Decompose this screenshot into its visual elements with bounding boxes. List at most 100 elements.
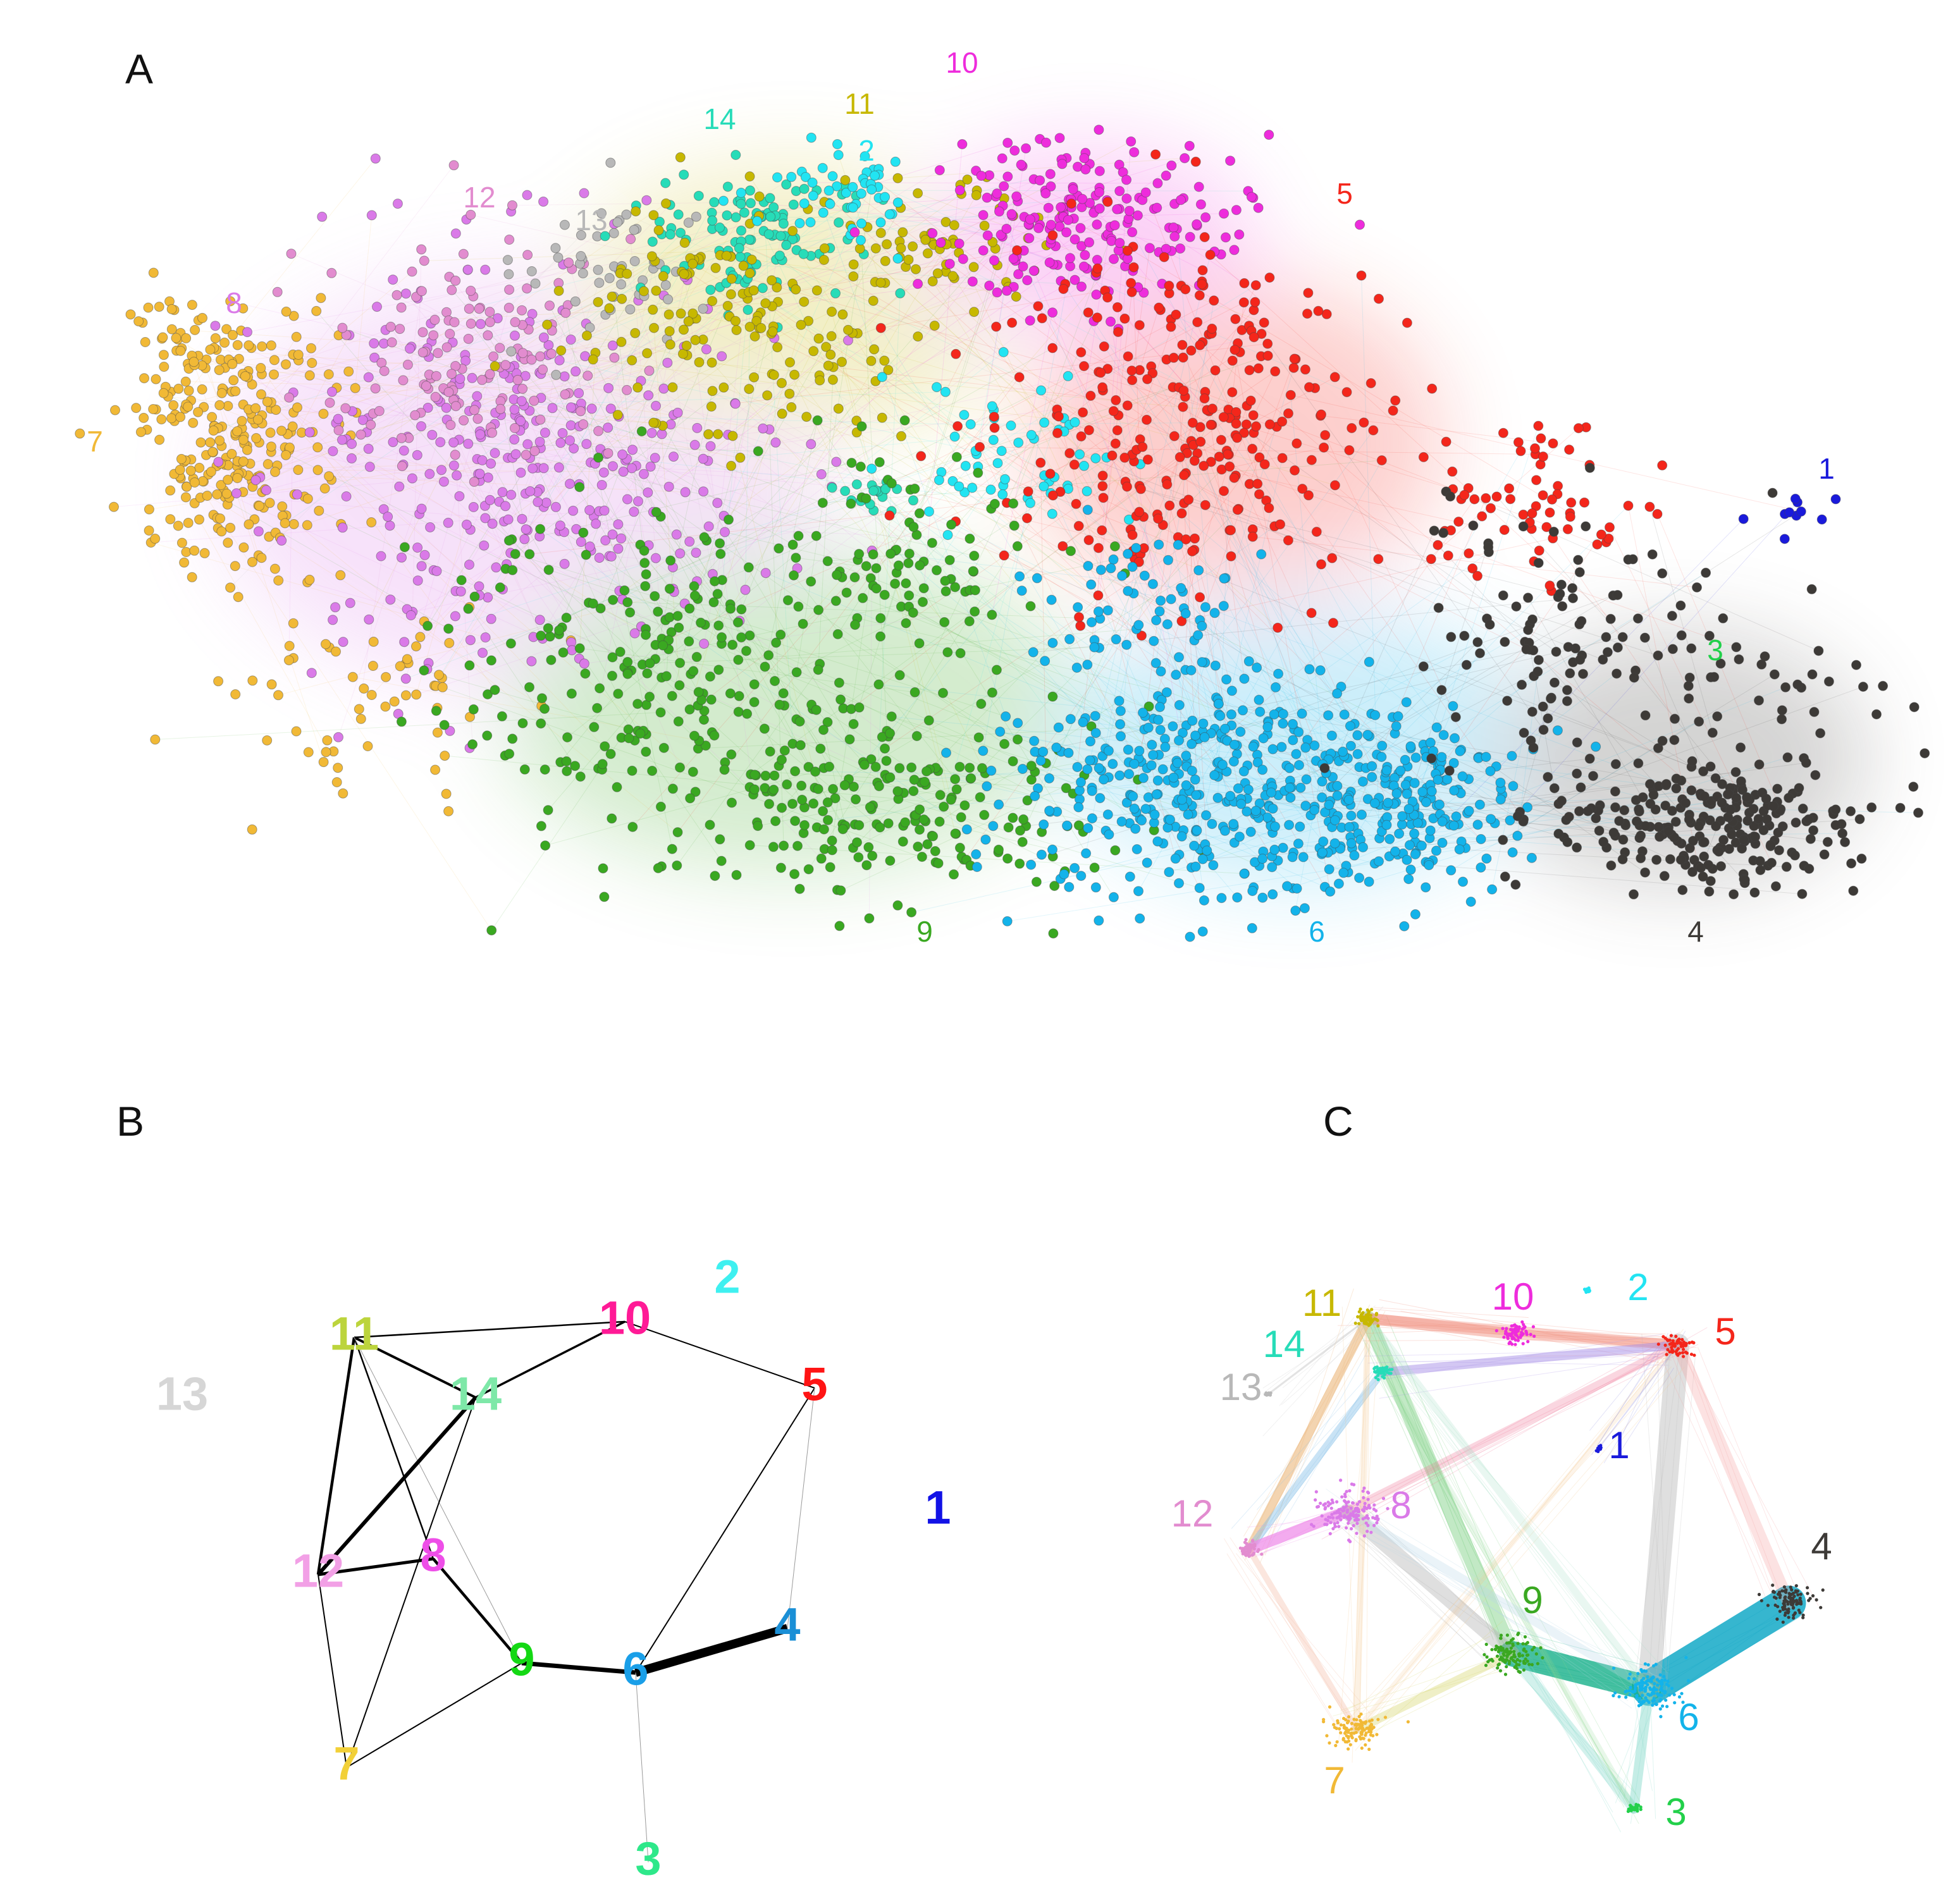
- network-node-cluster-14: [880, 484, 891, 494]
- network-node-cluster-11: [556, 345, 567, 356]
- network-node-cluster-10: [913, 278, 923, 289]
- network-edge: [749, 264, 1066, 285]
- network-node-cluster-4: [1429, 525, 1439, 536]
- network-node-cluster-9: [672, 860, 682, 871]
- network-node-cluster-12: [500, 360, 511, 371]
- network-node-cluster-6: [1134, 746, 1145, 756]
- network-node-cluster-7: [256, 553, 267, 563]
- network-node-cluster-12: [495, 343, 505, 353]
- network-node-cluster-8: [712, 498, 723, 508]
- network-node-cluster-10: [1002, 137, 1013, 148]
- network-node-cluster-13: [616, 279, 627, 290]
- panel-b-label-cluster-2: 2: [714, 1251, 740, 1303]
- network-node-cluster-7: [302, 493, 313, 504]
- network-edge: [526, 314, 606, 455]
- network-edge: [763, 202, 793, 744]
- network-node-cluster-7: [182, 481, 192, 492]
- network-node-cluster-9: [897, 836, 908, 847]
- network-node-cluster-12: [546, 348, 557, 359]
- network-edge: [1209, 411, 1460, 752]
- c-node-point: [1808, 1597, 1812, 1600]
- network-node-cluster-7: [197, 384, 207, 395]
- network-node-cluster-13: [577, 268, 588, 279]
- network-node-cluster-7: [176, 537, 187, 548]
- network-node-cluster-6: [1166, 594, 1176, 605]
- network-node-cluster-8: [698, 486, 709, 497]
- network-node-cluster-8: [806, 439, 817, 450]
- network-node-cluster-9: [519, 764, 530, 775]
- network-node-cluster-4: [1837, 828, 1848, 838]
- network-node-cluster-8: [633, 496, 643, 507]
- network-node-cluster-10: [1168, 222, 1179, 233]
- network-node-cluster-14: [679, 169, 689, 180]
- network-node-cluster-8: [816, 469, 827, 479]
- network-node-cluster-6: [1437, 837, 1448, 848]
- network-node-cluster-9: [744, 840, 755, 851]
- network-node-cluster-9: [811, 531, 822, 541]
- network-node-cluster-7: [303, 747, 314, 758]
- network-edge: [765, 303, 1109, 611]
- network-node-cluster-11: [799, 297, 810, 307]
- c-node-point: [1627, 1689, 1631, 1693]
- c-node-point: [1778, 1592, 1782, 1597]
- network-node-cluster-7: [281, 450, 292, 460]
- network-node-cluster-4: [1502, 696, 1513, 706]
- network-node-cluster-6: [978, 746, 989, 756]
- network-node-cluster-5: [1210, 365, 1221, 376]
- network-node-cluster-8: [366, 210, 377, 221]
- network-edge: [562, 433, 1022, 591]
- network-node-cluster-14: [730, 212, 741, 223]
- network-node-cluster-4: [1548, 526, 1559, 537]
- network-node-cluster-7: [266, 441, 276, 452]
- network-edge: [558, 260, 700, 630]
- network-node-cluster-9: [813, 665, 823, 675]
- network-node-cluster-6: [1293, 838, 1304, 849]
- network-node-cluster-6: [1400, 780, 1411, 790]
- network-node-cluster-9: [734, 691, 744, 701]
- network-node-cluster-9: [399, 542, 410, 553]
- network-node-cluster-8: [608, 461, 618, 472]
- network-node-cluster-9: [443, 623, 454, 634]
- network-node-cluster-9: [854, 549, 865, 559]
- network-node-cluster-4: [1819, 849, 1830, 860]
- network-node-cluster-7: [202, 491, 213, 501]
- network-node-cluster-2: [1006, 421, 1016, 431]
- network-node-cluster-8: [720, 527, 730, 537]
- network-node-cluster-5: [1244, 365, 1255, 376]
- network-node-cluster-7: [238, 456, 249, 467]
- network-node-cluster-9: [815, 744, 826, 754]
- network-node-cluster-12: [430, 391, 441, 402]
- network-edge: [260, 364, 506, 478]
- panel-a-label-cluster-1: 1: [1818, 452, 1835, 485]
- network-node-cluster-6: [1213, 699, 1224, 709]
- network-node-cluster-12: [340, 403, 351, 414]
- network-node-cluster-6: [1269, 709, 1279, 720]
- network-node-cluster-11: [738, 261, 749, 271]
- network-node-cluster-6: [1395, 765, 1406, 776]
- network-node-cluster-10: [1253, 202, 1264, 213]
- network-edge: [627, 553, 1141, 663]
- network-node-cluster-7: [262, 735, 273, 746]
- network-node-cluster-7: [440, 751, 450, 761]
- network-node-cluster-4: [1760, 651, 1770, 661]
- network-node-cluster-12: [459, 415, 469, 426]
- network-node-cluster-11: [749, 331, 760, 341]
- network-node-cluster-6: [1333, 878, 1344, 889]
- network-node-cluster-9: [858, 593, 868, 603]
- network-edge: [1221, 469, 1474, 526]
- network-node-cluster-9: [693, 687, 704, 697]
- network-edge: [1529, 642, 1555, 789]
- network-edge: [994, 416, 1273, 857]
- network-node-cluster-12: [326, 267, 337, 278]
- network-node-cluster-6: [1425, 825, 1436, 836]
- network-node-cluster-2: [932, 382, 942, 393]
- network-node-cluster-10: [1091, 289, 1102, 300]
- network-node-cluster-9: [793, 601, 804, 612]
- network-node-cluster-14: [868, 486, 879, 496]
- network-node-cluster-7: [350, 383, 361, 393]
- network-node-cluster-4: [1614, 816, 1625, 826]
- network-node-cluster-5: [1209, 295, 1219, 306]
- network-node-cluster-5: [1180, 284, 1191, 295]
- network-node-cluster-4: [1553, 828, 1564, 839]
- network-node-cluster-8: [669, 451, 679, 462]
